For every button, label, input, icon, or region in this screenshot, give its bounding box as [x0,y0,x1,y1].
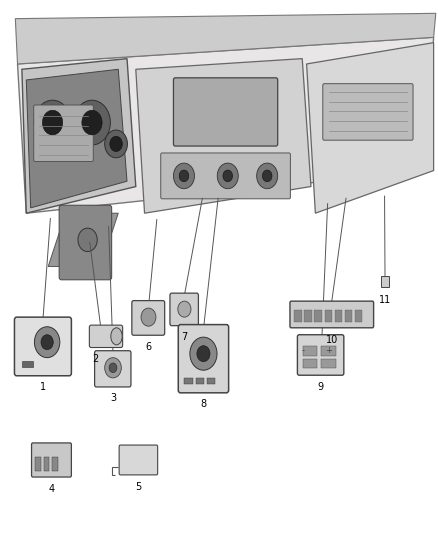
Circle shape [42,110,63,135]
Circle shape [190,337,217,370]
Bar [303,359,317,368]
Circle shape [257,163,278,189]
Text: 4: 4 [49,484,55,494]
Polygon shape [15,13,436,64]
FancyBboxPatch shape [173,78,278,146]
Circle shape [34,100,71,145]
FancyBboxPatch shape [297,335,344,375]
FancyBboxPatch shape [290,301,374,328]
Text: 11: 11 [379,295,392,305]
FancyBboxPatch shape [34,105,93,161]
Text: 6: 6 [145,342,152,352]
Polygon shape [136,59,311,213]
Circle shape [74,100,110,145]
Bar [314,310,322,322]
Circle shape [178,301,191,317]
FancyBboxPatch shape [59,205,112,280]
Bar [304,310,312,322]
Text: 7: 7 [181,332,187,342]
Circle shape [223,170,233,182]
Bar [321,359,336,368]
Ellipse shape [111,328,122,345]
Circle shape [78,228,97,252]
Bar [381,276,389,287]
Text: 3: 3 [110,393,116,403]
Text: 9: 9 [318,382,324,392]
Text: 8: 8 [201,399,206,409]
Polygon shape [307,43,434,213]
Text: +: + [325,346,332,355]
Bar [321,346,336,356]
Circle shape [179,170,189,182]
FancyBboxPatch shape [323,84,413,140]
Text: -: - [302,346,305,355]
Polygon shape [48,213,118,266]
Circle shape [109,363,117,373]
Polygon shape [22,59,136,213]
FancyBboxPatch shape [89,325,123,348]
Bar [35,457,41,471]
Text: 2: 2 [92,354,99,364]
Circle shape [262,170,272,182]
Circle shape [173,163,194,189]
FancyBboxPatch shape [95,351,131,387]
Bar [325,310,332,322]
Text: 5: 5 [135,482,141,492]
Bar [345,310,352,322]
Bar [335,310,342,322]
Text: 1: 1 [40,382,46,392]
Circle shape [217,163,238,189]
Bar [52,457,58,471]
Circle shape [41,335,53,350]
Polygon shape [18,37,434,213]
FancyBboxPatch shape [14,317,71,376]
Circle shape [82,110,102,135]
Bar [44,457,49,471]
FancyBboxPatch shape [178,325,229,393]
Circle shape [141,308,156,326]
FancyBboxPatch shape [119,445,158,475]
Bar [196,378,204,384]
Circle shape [197,346,210,362]
Bar [207,378,215,384]
Circle shape [110,136,122,151]
Circle shape [105,130,127,158]
FancyBboxPatch shape [170,293,198,326]
FancyBboxPatch shape [161,153,290,199]
Bar [303,346,317,356]
Circle shape [105,358,121,378]
Bar [355,310,362,322]
FancyBboxPatch shape [132,301,165,335]
Bar [294,310,302,322]
Polygon shape [26,69,127,208]
Bar [22,361,33,367]
Bar [184,378,193,384]
Circle shape [35,327,60,358]
Text: 10: 10 [326,335,338,345]
FancyBboxPatch shape [32,443,71,477]
